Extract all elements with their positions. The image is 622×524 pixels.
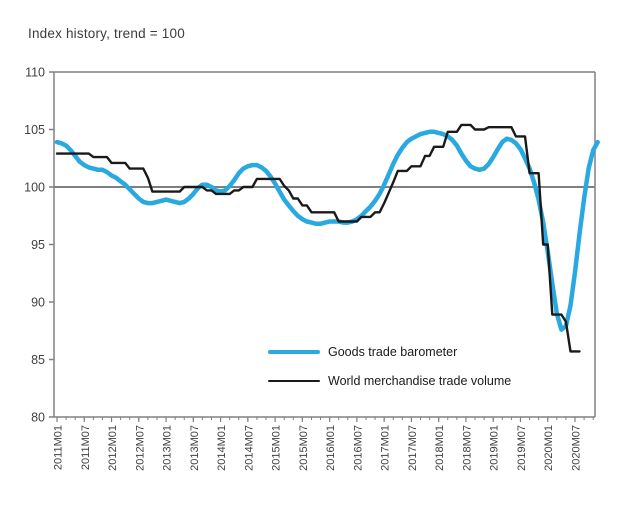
legend-item-world-merchandise-trade-volume: World merchandise trade volume — [268, 374, 511, 388]
y-tick-label: 80 — [31, 411, 45, 425]
y-tick-label: 105 — [24, 123, 45, 137]
y-tick-label: 110 — [25, 66, 45, 80]
x-tick-label: 2015M07 — [298, 425, 310, 471]
legend-label: Goods trade barometer — [328, 345, 458, 359]
x-tick-label: 2019M01 — [489, 425, 501, 471]
x-tick-label: 2012M07 — [134, 425, 146, 471]
x-tick-label: 2018M01 — [434, 425, 446, 471]
x-tick-label: 2020M01 — [543, 425, 555, 471]
x-tick-label: 2014M07 — [243, 425, 255, 471]
series-goods-trade-barometer — [54, 129, 600, 332]
x-tick-label: 2011M01 — [53, 425, 65, 470]
x-tick-label: 2013M01 — [162, 425, 174, 471]
y-tick-label: 95 — [31, 238, 45, 252]
x-tick-label: 2013M07 — [189, 425, 201, 471]
series-world-merchandise-trade-volume — [55, 123, 581, 353]
x-tick-label: 2016M01 — [325, 425, 337, 471]
x-tick-label: 2015M01 — [271, 425, 283, 471]
x-tick-label: 2014M01 — [216, 425, 228, 471]
x-tick-label: 2017M07 — [407, 425, 419, 471]
legend-label: World merchandise trade volume — [328, 374, 512, 388]
chart-title: Index history, trend = 100 — [28, 26, 185, 41]
legend-swatch-blue-line — [268, 349, 320, 355]
y-tick-label: 100 — [24, 181, 45, 195]
x-tick-label: 2019M07 — [516, 425, 528, 471]
x-tick-label: 2011M07 — [80, 425, 92, 470]
x-tick-label: 2017M01 — [380, 425, 392, 471]
y-tick-label: 90 — [31, 296, 45, 310]
legend-item-goods-trade-barometer: Goods trade barometer — [268, 345, 457, 359]
x-tick-label: 2012M01 — [107, 425, 119, 471]
x-tick-label: 2016M07 — [352, 425, 364, 471]
x-tick-label: 2018M07 — [461, 425, 473, 471]
y-tick-label: 85 — [31, 353, 45, 367]
x-tick-label: 2020M07 — [571, 425, 583, 471]
legend-swatch-black-line — [268, 379, 320, 383]
